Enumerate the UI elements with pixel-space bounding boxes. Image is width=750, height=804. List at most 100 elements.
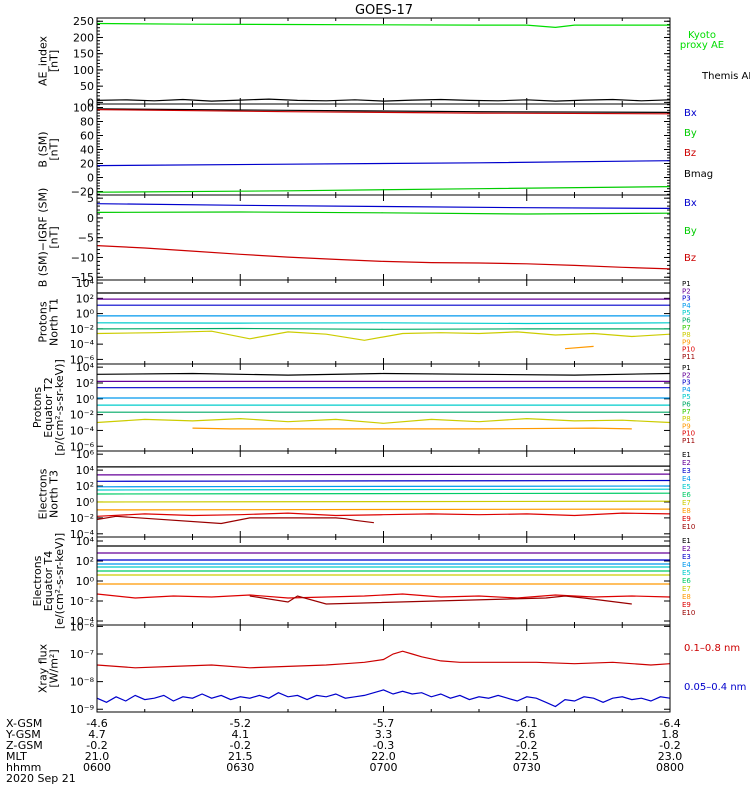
y-tick-label: 40 <box>80 144 94 157</box>
panel-frame <box>97 537 670 625</box>
legend-entry: E3 <box>682 553 691 561</box>
legend-entry: E4 <box>682 561 691 569</box>
legend-entry: E5 <box>682 569 691 577</box>
series-e1 <box>97 466 670 467</box>
series-bz <box>97 246 670 269</box>
series-p1 <box>97 374 670 376</box>
series-bx <box>97 161 670 166</box>
y-tick-label: 10⁻⁹ <box>70 703 94 716</box>
y-tick-label: 5 <box>87 192 94 205</box>
y-axis-label: [p/(cm²-s-sr-keV)] <box>53 359 66 456</box>
y-axis-label: [W/m²] <box>48 649 61 687</box>
y-axis-label: [nT] <box>48 50 61 72</box>
series-bx <box>97 204 670 209</box>
y-tick-label: 250 <box>73 15 94 28</box>
y-tick-label: 20 <box>80 158 94 171</box>
series-p6 <box>97 329 670 330</box>
ephemeris-value: 0730 <box>513 761 541 774</box>
series-0-1-0-8-nm <box>97 651 670 668</box>
y-tick-label: 60 <box>80 130 94 143</box>
series-e9 <box>97 594 670 598</box>
y-tick-label: 10⁻² <box>70 595 94 608</box>
y-axis-label: North T3 <box>48 470 61 518</box>
legend-entry: P11 <box>682 437 695 445</box>
panel-frame <box>97 625 670 712</box>
y-tick-label: 10² <box>76 292 94 305</box>
series-group <box>97 651 670 706</box>
legend-entry: Themis AE <box>701 71 750 82</box>
y-tick-label: 10⁻⁷ <box>70 648 94 661</box>
y-tick-label: 10⁴ <box>76 535 95 548</box>
y-axis-label: North T1 <box>48 298 61 346</box>
legend-entry: Bx <box>684 198 697 209</box>
series-p7 <box>97 419 670 424</box>
ephemeris-value: 0700 <box>370 761 398 774</box>
series-e3 <box>97 481 670 482</box>
y-axis-label: [nT] <box>48 226 61 248</box>
y-tick-label: 10⁶ <box>76 448 95 461</box>
series-e5 <box>97 489 670 490</box>
series-group <box>97 466 670 523</box>
legend-entry: E7 <box>682 585 691 593</box>
y-tick-label: 10⁻⁸ <box>70 676 95 689</box>
y-tick-label: −5 <box>78 232 94 245</box>
y-tick-label: 100 <box>73 102 94 115</box>
y-tick-label: 10⁻² <box>70 409 94 422</box>
legend-entry: E1 <box>682 537 691 545</box>
series-e6 <box>97 493 670 494</box>
legend-entry: E10 <box>682 609 695 617</box>
series-group <box>97 109 670 192</box>
series-group <box>97 293 670 349</box>
series-e2 <box>97 474 670 475</box>
series-group <box>97 546 670 604</box>
legend-entry: E2 <box>682 459 691 467</box>
series-e8 <box>97 509 670 510</box>
panel-frame <box>97 18 670 104</box>
y-tick-label: 0 <box>87 212 94 225</box>
y-tick-label: 10⁻² <box>70 323 94 336</box>
series-p8 <box>565 346 594 348</box>
y-tick-label: 10⁻⁶ <box>70 620 95 633</box>
series-group <box>97 374 670 429</box>
series-e10 <box>97 516 374 523</box>
legend-entry: 0.1–0.8 nm <box>684 643 740 654</box>
series-e9 <box>97 513 670 516</box>
y-tick-label: −10 <box>71 251 94 264</box>
y-tick-label: 10² <box>76 480 94 493</box>
legend-entry: P11 <box>682 353 695 361</box>
legend-entry: E1 <box>682 451 691 459</box>
legend-entry: Bmag <box>684 169 713 180</box>
ephemeris-value: 0800 <box>656 761 684 774</box>
y-tick-label: 10² <box>76 555 94 568</box>
series-e7 <box>97 501 670 502</box>
legend-entry: Bx <box>684 108 697 119</box>
legend-entry: By <box>684 128 697 139</box>
y-tick-label: 10⁰ <box>76 575 95 588</box>
legend-entry: proxy AE <box>680 40 724 51</box>
y-tick-label: 10⁴ <box>76 464 95 477</box>
y-tick-label: 0 <box>87 172 94 185</box>
legend-entry: E2 <box>682 545 691 553</box>
legend-entry: E9 <box>682 601 691 609</box>
y-tick-label: 10² <box>76 377 94 390</box>
series-p5 <box>97 323 670 324</box>
y-tick-label: 200 <box>73 31 94 44</box>
legend-entry: E10 <box>682 523 695 531</box>
series-e4 <box>97 486 670 487</box>
series-group <box>97 204 670 269</box>
series-p8 <box>193 428 632 429</box>
y-tick-label: 10⁰ <box>76 496 95 509</box>
y-tick-label: 50 <box>80 80 94 93</box>
legend-entry: E7 <box>682 499 691 507</box>
y-axis-label: [e/(cm²-s-sr-keV)] <box>53 533 66 629</box>
legend-entry: E5 <box>682 483 691 491</box>
y-tick-label: 10⁴ <box>76 361 95 374</box>
y-tick-label: 10⁻⁴ <box>70 424 95 437</box>
